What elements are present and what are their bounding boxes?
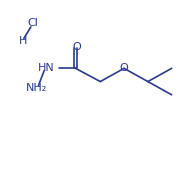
Text: NH₂: NH₂ [26, 83, 47, 93]
Text: Cl: Cl [27, 18, 38, 28]
Text: O: O [120, 63, 129, 73]
Text: HN: HN [38, 63, 54, 73]
Text: O: O [72, 42, 81, 52]
Text: H: H [19, 36, 27, 46]
